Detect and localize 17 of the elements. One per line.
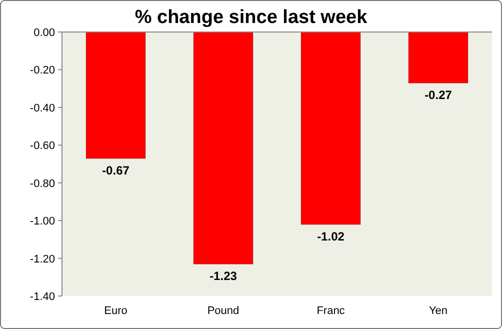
y-tick-label: -1.20: [30, 253, 55, 266]
data-label: -0.27: [424, 88, 452, 102]
y-tick-label: -1.00: [30, 216, 55, 228]
x-tick-label: Euro: [104, 305, 128, 317]
x-tick-label: Yen: [428, 305, 448, 317]
x-tick-label: Pound: [207, 305, 240, 317]
x-tick-label: Franc: [316, 305, 346, 317]
y-tick-label: -0.40: [30, 102, 55, 114]
data-label: -1.23: [210, 268, 238, 283]
y-tick-label: -0.60: [30, 140, 55, 152]
chart-title: % change since last week: [134, 7, 368, 28]
data-label: -1.02: [317, 229, 345, 244]
y-tick-label: -1.40: [30, 291, 55, 303]
y-tick-label: -0.80: [30, 178, 55, 190]
y-tick-label: 0.00: [34, 27, 55, 39]
data-label: -0.67: [102, 163, 130, 178]
y-tick-label: -0.20: [30, 64, 55, 77]
